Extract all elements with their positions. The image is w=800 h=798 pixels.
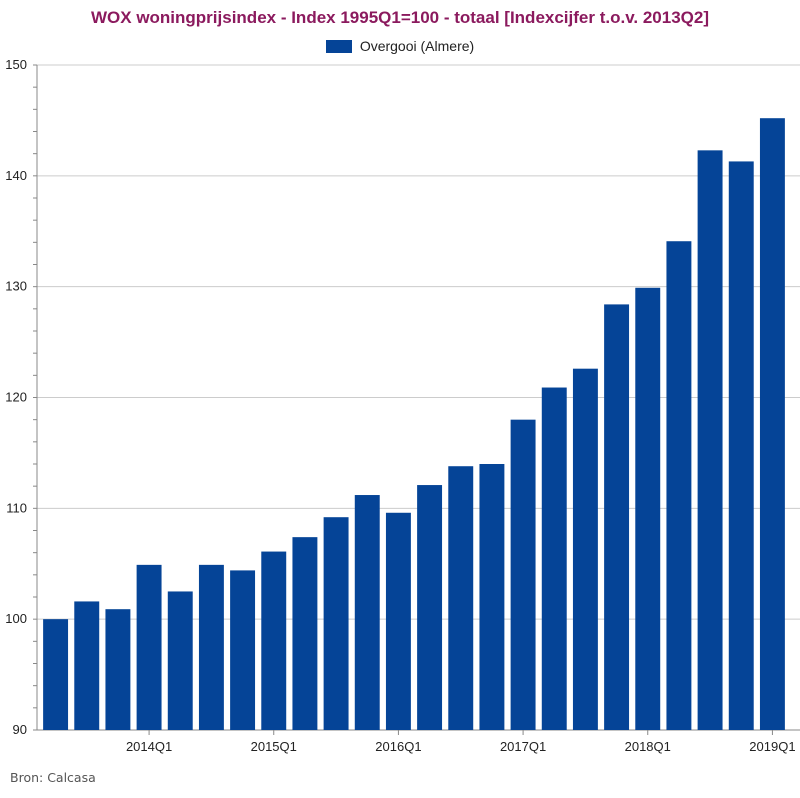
x-tick-label: 2019Q1 [749,739,795,754]
bar [323,517,349,730]
legend-swatch [325,39,352,53]
y-tick-label: 130 [5,279,27,294]
bar [74,601,100,730]
bar [697,150,723,730]
source-note: Bron: Calcasa [10,770,96,785]
x-tick-label: 2015Q1 [251,739,297,754]
bar [354,495,380,730]
bar [479,464,505,730]
bar [635,287,661,730]
bar [448,466,474,730]
x-tick-label: 2018Q1 [625,739,671,754]
y-tick-label: 90 [13,722,27,737]
bar [572,368,598,730]
x-tick-label: 2016Q1 [375,739,421,754]
bar [385,512,411,730]
bar [604,304,630,730]
y-tick-label: 140 [5,168,27,183]
legend-label: Overgooi (Almere) [359,38,475,54]
x-tick-label: 2017Q1 [500,739,546,754]
bar [105,609,131,730]
bar [136,564,162,730]
bar [417,485,443,730]
y-tick-label: 100 [5,611,27,626]
bar [541,387,567,730]
bar [292,537,318,730]
x-tick-label: 2014Q1 [126,739,172,754]
bar [43,619,69,730]
y-tick-label: 120 [5,390,27,405]
bar [728,161,754,731]
bar [230,570,256,730]
legend: Overgooi (Almere) [0,38,800,54]
bar [510,419,536,730]
chart-title: WOX woningprijsindex - Index 1995Q1=100 … [90,8,709,27]
bar [759,118,785,730]
bar [198,564,224,730]
bar [261,551,287,730]
y-tick-label: 110 [6,500,27,515]
bar [666,241,692,730]
bar [167,591,193,730]
y-tick-label: 150 [5,57,27,72]
